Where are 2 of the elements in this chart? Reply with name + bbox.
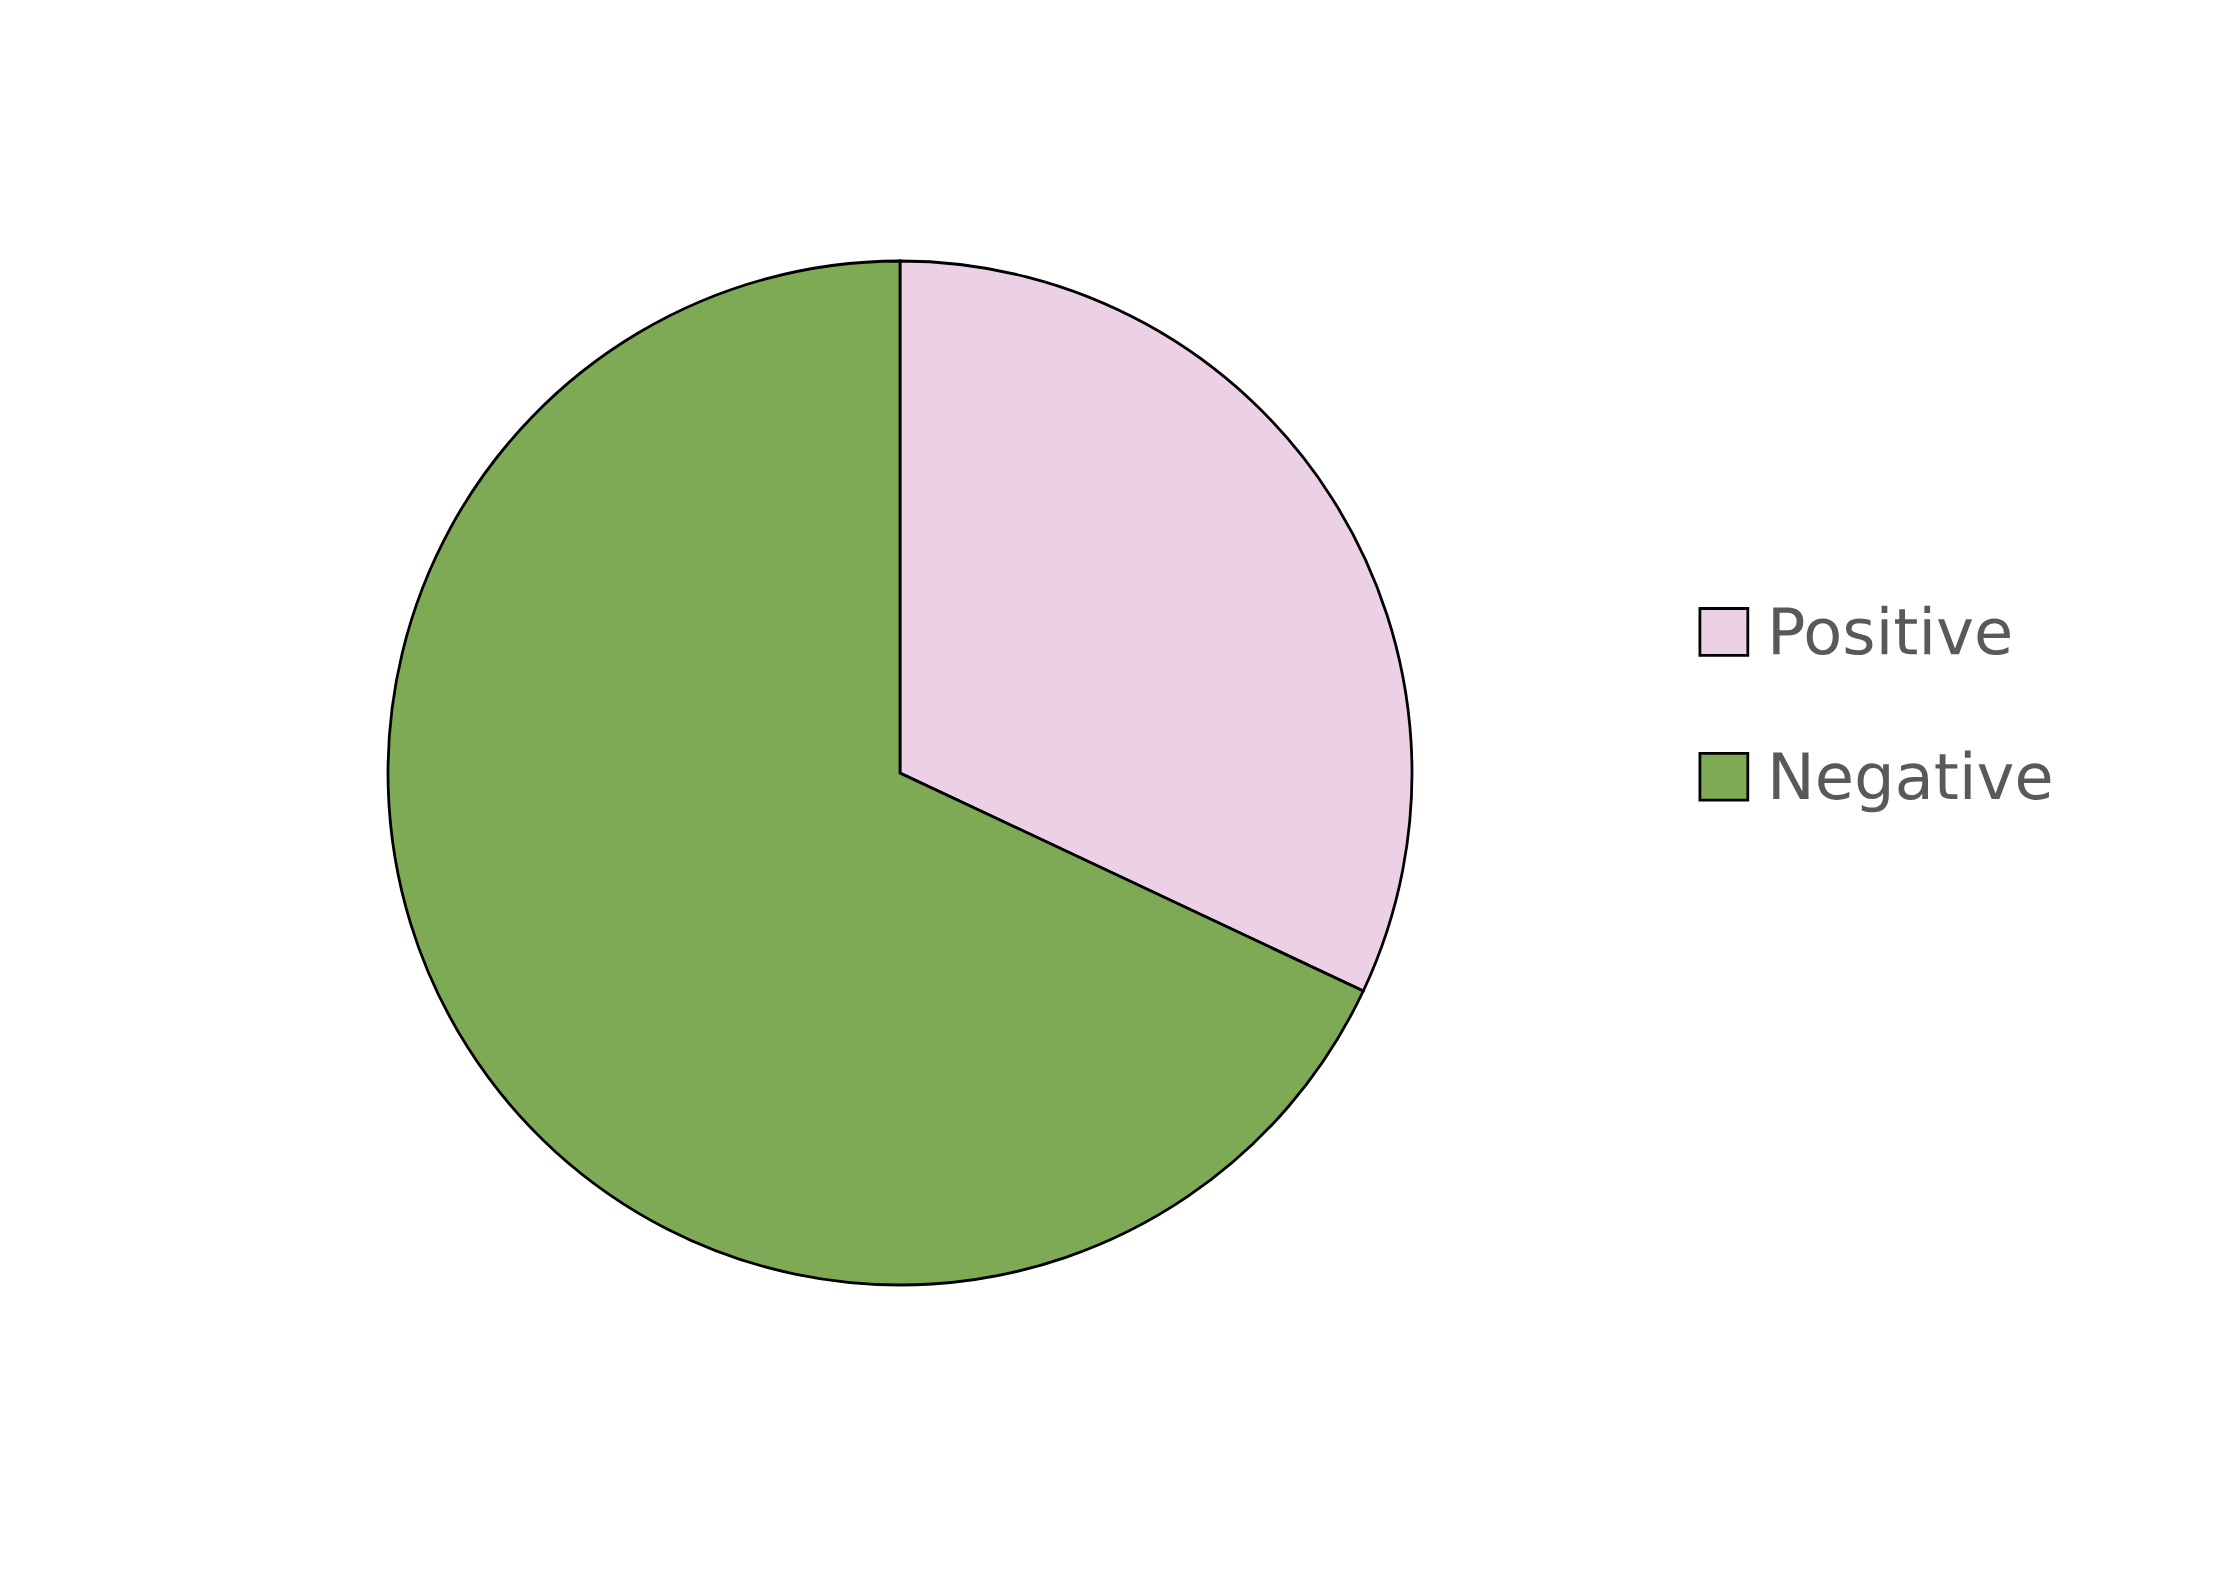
legend-label: Positive bbox=[1773, 605, 2010, 656]
legend-label: Negative bbox=[1773, 750, 2051, 813]
